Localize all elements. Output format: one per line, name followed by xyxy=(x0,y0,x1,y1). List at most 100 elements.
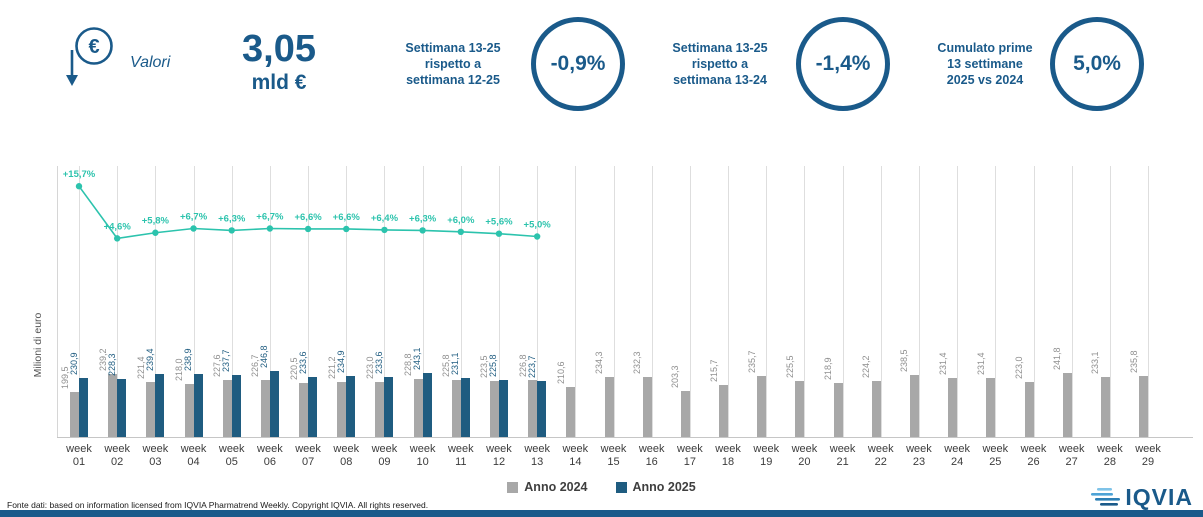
bar-value-label-2025: 233,6 xyxy=(373,351,384,374)
gridline xyxy=(880,166,882,437)
chart-legend: Anno 2024 Anno 2025 xyxy=(0,480,1203,494)
x-axis-week-label: week 17 xyxy=(677,443,703,468)
bar-value-label-2024: 199,5 xyxy=(59,366,70,390)
x-axis-week-label: week 05 xyxy=(218,443,245,468)
legend-swatch xyxy=(507,481,519,493)
gridline xyxy=(728,166,730,437)
x-axis-week-label: week 14 xyxy=(562,443,589,468)
bar-anno-2025 xyxy=(79,378,88,437)
x-axis-week-label: week 27 xyxy=(1058,443,1085,468)
gridline xyxy=(842,166,844,437)
bar-anno-2024 xyxy=(1139,375,1149,437)
gridline xyxy=(651,166,653,437)
bar-anno-2024 xyxy=(1024,381,1034,437)
legend-swatch xyxy=(615,481,627,493)
x-axis-week-label: week 28 xyxy=(1097,443,1123,468)
x-axis-week-label: week 18 xyxy=(715,443,741,468)
bar-anno-2024 xyxy=(299,382,309,437)
kpi-label-line: rispetto a xyxy=(691,57,749,71)
gridline xyxy=(804,166,806,437)
x-axis-week-label: week 08 xyxy=(333,443,360,468)
gridline xyxy=(117,166,119,437)
bar-anno-2024 xyxy=(146,382,156,437)
x-axis-week-label: week 10 xyxy=(409,443,436,468)
kpi-label-line: Cumulato prime xyxy=(937,41,1033,55)
bar-value-label-2024: 215,7 xyxy=(708,359,719,382)
bar-value-label-2025: 230,9 xyxy=(68,352,79,376)
gridline xyxy=(155,166,157,437)
bar-value-label-2025: 234,9 xyxy=(335,350,346,374)
gridline xyxy=(957,166,959,437)
bar-value-label-2025: 233,6 xyxy=(297,351,308,374)
bar-anno-2024 xyxy=(680,390,690,437)
bar-value-label-2025: 223,7 xyxy=(526,355,537,379)
iqvia-logo-icon xyxy=(1091,487,1121,506)
kpi-label-line: Settimana 13-25 xyxy=(672,41,768,55)
x-axis-week-label: week 24 xyxy=(944,443,970,468)
bar-value-label-2025: 246,8 xyxy=(259,345,270,368)
x-axis-week-label: week 13 xyxy=(524,443,550,468)
legend-label: Anno 2025 xyxy=(632,480,696,494)
bar-anno-2024 xyxy=(337,382,347,437)
x-axis-week-label: week 16 xyxy=(638,443,665,468)
bar-value-label-2024: 203,3 xyxy=(670,364,681,388)
gridline xyxy=(575,166,577,437)
kpi-circle-cumulato-prime-13: 5,0% xyxy=(1050,17,1144,111)
kpi-label-sett-13-25-vs-13-24: Settimana 13-25 rispetto a settimana 13-… xyxy=(655,40,785,88)
bar-anno-2024 xyxy=(413,379,423,437)
bar-value-label-2024: 233,1 xyxy=(1090,351,1101,375)
gridline xyxy=(384,166,386,437)
legend-item-anno-2025: Anno 2025 xyxy=(615,480,696,494)
y-axis-label: Milioni di euro xyxy=(32,312,44,378)
gridline xyxy=(537,166,539,437)
headline-value: 3,05 xyxy=(242,28,316,70)
bar-value-label-2024: 235,8 xyxy=(1128,350,1139,373)
gridline xyxy=(231,166,233,437)
bar-anno-2024 xyxy=(489,381,499,437)
gridline xyxy=(689,166,691,437)
bar-anno-2024 xyxy=(70,392,79,437)
bar-value-label-2024: 241,8 xyxy=(1052,347,1063,371)
kpi-label-line: 13 settimane xyxy=(947,57,1023,71)
bar-anno-2024 xyxy=(528,379,538,437)
bar-anno-2024 xyxy=(604,376,614,437)
x-axis-line xyxy=(57,437,1193,438)
gridline xyxy=(1033,166,1035,437)
gridline xyxy=(1071,166,1073,437)
bar-anno-2024 xyxy=(184,383,194,437)
kpi-value: 5,0% xyxy=(1073,52,1121,75)
y-axis-line xyxy=(57,166,58,437)
bar-anno-2024 xyxy=(719,384,729,437)
legend-label: Anno 2024 xyxy=(524,480,588,494)
gridline xyxy=(308,166,310,437)
gridline xyxy=(1109,166,1111,437)
bar-value-label-2024: 234,3 xyxy=(594,351,605,374)
gridline xyxy=(1148,166,1150,437)
bar-anno-2025 xyxy=(384,376,394,437)
x-axis-week-label: week 20 xyxy=(791,443,818,468)
bar-anno-2025 xyxy=(460,378,470,437)
bar-value-label-2024: 232,3 xyxy=(632,351,643,375)
euro-down-arrow-icon: € xyxy=(66,27,113,86)
bar-anno-2025 xyxy=(346,376,356,437)
bar-anno-2025 xyxy=(422,372,432,437)
kpi-circle-sett-13-25-vs-13-24: -1,4% xyxy=(796,17,890,111)
bar-anno-2025 xyxy=(269,370,279,437)
bar-anno-2024 xyxy=(948,377,958,437)
gridline xyxy=(346,166,348,437)
gridline xyxy=(460,166,462,437)
x-axis-week-label: week 02 xyxy=(104,443,131,468)
svg-text:€: € xyxy=(88,36,99,58)
gridline xyxy=(918,166,920,437)
bar-anno-2024 xyxy=(757,375,767,437)
bar-value-label-2025: 225,8 xyxy=(488,354,499,378)
bar-anno-2024 xyxy=(1062,373,1072,437)
headline-total: 3,05 mld € xyxy=(225,28,333,96)
bar-value-label-2025: 228,3 xyxy=(106,353,117,377)
bar-anno-2025 xyxy=(231,375,241,437)
x-axis-week-label: week 25 xyxy=(982,443,1009,468)
x-axis-week-label: week 29 xyxy=(1135,443,1161,468)
iqvia-logo: IQVIA xyxy=(1088,484,1193,511)
